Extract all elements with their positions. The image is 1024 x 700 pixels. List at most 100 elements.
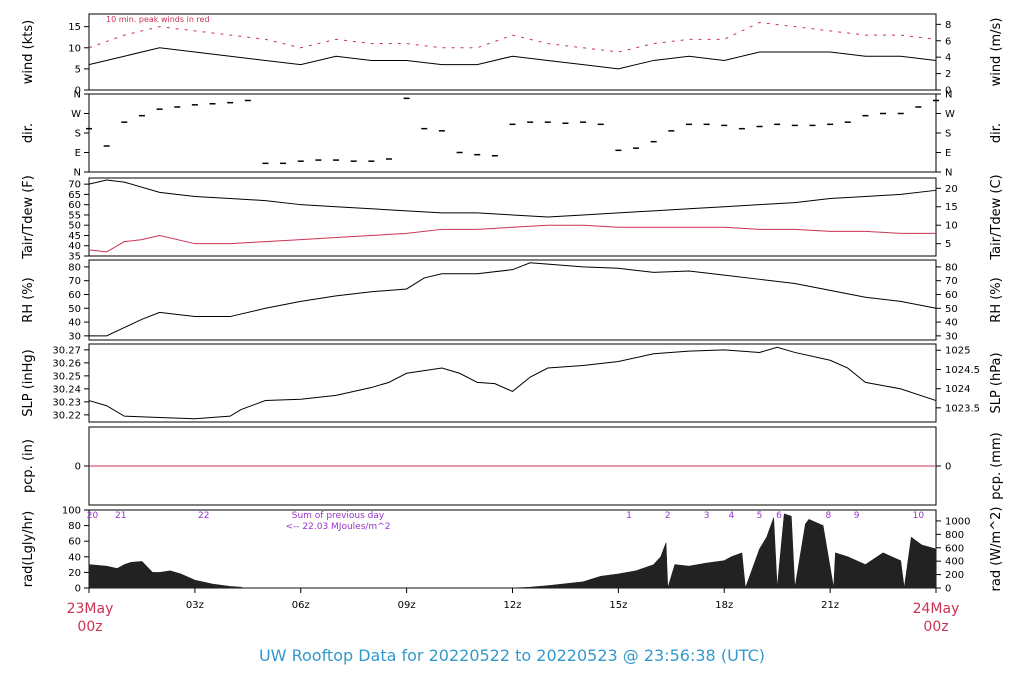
time-tick-label: 15z [609,600,627,611]
rh-right-tick-label: 70 [945,276,958,287]
rh-ytick-label: 80 [68,262,81,273]
temp-ytick-label: 40 [68,241,81,252]
dir-ytick-label: S [75,129,81,140]
slp-ytick-label: 30.22 [52,410,81,421]
rad-hour-label: 4 [728,511,734,521]
rad-hour-label: 1 [626,511,632,521]
slp-ytick-label: 30.26 [52,358,81,369]
rad-hour-label: 5 [757,511,763,521]
time-tick-label: 12z [504,600,522,611]
dir-right-tick-label: W [945,109,955,120]
rh-right-tick-label: 80 [945,262,958,273]
dir-ylabel-right: dir. [989,123,1004,143]
wind-ytick-label: 15 [68,22,81,33]
wind-ylabel-right: wind (m/s) [989,18,1004,87]
rad-right-tick-label: 0 [945,584,951,595]
end-date-label: 24May [913,601,960,617]
temp-ytick-label: 55 [68,210,81,221]
rh-right-tick-label: 50 [945,304,958,315]
wind-panel-frame [88,13,937,91]
wind-series-0 [88,47,937,70]
rh-ylabel-right: RH (%) [989,277,1004,322]
wind-right-tick-label: 0 [945,86,951,97]
dir-right-tick-label: S [945,129,951,140]
temp-ytick-label: 60 [68,200,81,211]
pcp-ylabel: pcp. (in) [21,439,36,493]
wind-ylabel: wind (kts) [21,20,36,84]
slp-ytick-label: 30.25 [52,371,81,382]
rad-hour-label: 20 [87,511,99,521]
slp-ytick-label: 30.23 [52,397,81,408]
rad-hour-label: 8 [825,511,831,521]
rad-right-tick-label: 200 [945,570,964,581]
time-tick-label: 09z [398,600,416,611]
temp-ytick-label: 50 [68,221,81,232]
rad-hour-label: 21 [115,511,126,521]
time-tick-label: 21z [821,600,839,611]
rad-ylabel-right: rad (W/m^2) [989,507,1004,592]
rad-hour-label: 3 [704,511,710,521]
time-tick-label: 18z [715,600,733,611]
rad-right-tick-label: 600 [945,543,964,554]
wind-right-tick-label: 8 [945,20,951,31]
dir-ytick-label: N [74,168,81,179]
temp-series-0 [88,179,937,218]
rh-ytick-label: 40 [68,318,81,329]
temp-ytick-label: 45 [68,231,81,242]
rh-ytick-label: 60 [68,290,81,301]
temp-right-tick-label: 10 [945,221,958,232]
rad-annotation-line2: <-- 22.03 MJoules/m^2 [286,522,391,532]
rad-hour-label: 2 [665,511,671,521]
rh-right-tick-label: 30 [945,331,958,342]
temp-ytick-label: 70 [68,180,81,191]
start-date-label: 23May [67,601,114,617]
slp-right-tick-label: 1024.5 [945,365,980,376]
rad-area-series [88,513,937,589]
slp-series-0 [88,346,937,420]
slp-right-tick-label: 1023.5 [945,403,980,414]
slp-ylabel: SLP (inHg) [21,349,36,417]
wind-ytick-label: 10 [68,43,81,54]
rad-ytick-label: 20 [68,568,81,579]
time-tick-label: 03z [186,600,204,611]
rh-panel-frame [88,259,937,341]
rh-series-0 [89,262,937,337]
pcp-ylabel-right: pcp. (mm) [989,432,1004,499]
wind-right-tick-label: 2 [945,69,951,80]
temp-ylabel: Tair/Tdew (F) [21,175,36,260]
rad-right-tick-label: 1000 [945,516,970,527]
temp-ytick-label: 35 [68,252,81,263]
dir-ytick-label: W [71,109,81,120]
slp-right-tick-label: 1024 [945,384,970,395]
start-time-label: 00z [77,619,102,635]
slp-panel-frame [88,343,937,423]
wind-right-tick-label: 6 [945,36,951,47]
slp-ytick-label: 30.24 [52,384,81,395]
temp-ylabel-right: Tair/Tdew (C) [989,174,1004,260]
rad-right-tick-label: 800 [945,530,964,541]
time-tick-label: 06z [292,600,310,611]
dir-ytick-label: E [75,148,81,159]
rad-hour-label: 22 [198,511,209,521]
rh-ytick-label: 30 [68,331,81,342]
temp-panel-frame [88,177,937,257]
dir-right-tick-label: N [945,168,952,179]
rh-ylabel: RH (%) [21,277,36,322]
rh-right-tick-label: 40 [945,318,958,329]
slp-ytick-label: 30.27 [52,345,81,356]
rad-hour-label: 10 [913,511,925,521]
rad-hour-label: 9 [854,511,860,521]
temp-series-1 [88,224,936,253]
temp-ytick-label: 65 [68,190,81,201]
rad-ytick-label: 0 [75,584,81,595]
dir-ylabel: dir. [21,123,36,143]
wind-series-1 [88,21,937,53]
wind-ytick-label: 5 [75,64,81,75]
rh-ytick-label: 70 [68,276,81,287]
rad-ytick-label: 80 [68,521,81,532]
slp-ylabel-right: SLP (hPa) [989,352,1004,413]
wind-ytick-label: 0 [75,86,81,97]
rad-annotation-line1: Sum of previous day [292,511,385,521]
temp-right-tick-label: 15 [945,202,958,213]
